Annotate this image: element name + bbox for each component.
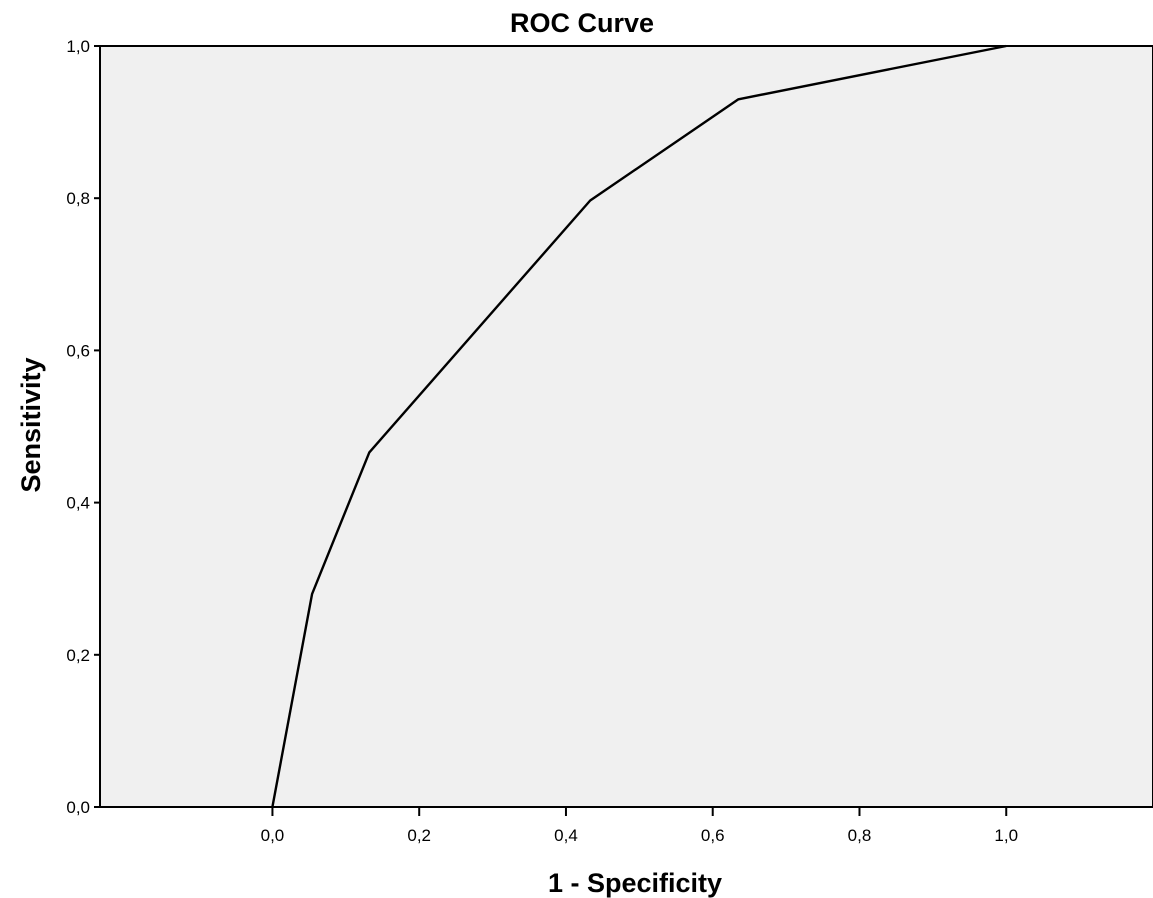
- x-tick-label: 0,2: [407, 826, 431, 845]
- x-tick-label: 0,4: [554, 826, 578, 845]
- x-axis-ticks: 0,0 0,2 0,4 0,6 0,8 1,0: [261, 807, 1018, 845]
- y-tick-label: 0,2: [66, 646, 90, 665]
- y-tick-label: 0,0: [66, 798, 90, 817]
- y-tick-label: 0,4: [66, 494, 90, 513]
- y-tick-label: 0,6: [66, 341, 90, 360]
- x-tick-label: 0,6: [701, 826, 725, 845]
- plot-area: [99, 45, 1153, 808]
- x-tick-label: 0,0: [261, 826, 285, 845]
- y-axis-title: Sensitivity: [16, 357, 46, 492]
- chart-title: ROC Curve: [510, 8, 654, 38]
- x-tick-label: 0,8: [848, 826, 872, 845]
- series-layer: [271, 44, 1007, 808]
- y-axis-ticks: 0,0 0,2 0,4 0,6 0,8 1,0: [66, 37, 100, 817]
- x-tick-label: 1,0: [994, 826, 1018, 845]
- roc-curve-line: [271, 44, 1007, 808]
- y-tick-label: 1,0: [66, 37, 90, 56]
- y-tick-label: 0,8: [66, 189, 90, 208]
- x-axis-title: 1 - Specificity: [548, 868, 722, 898]
